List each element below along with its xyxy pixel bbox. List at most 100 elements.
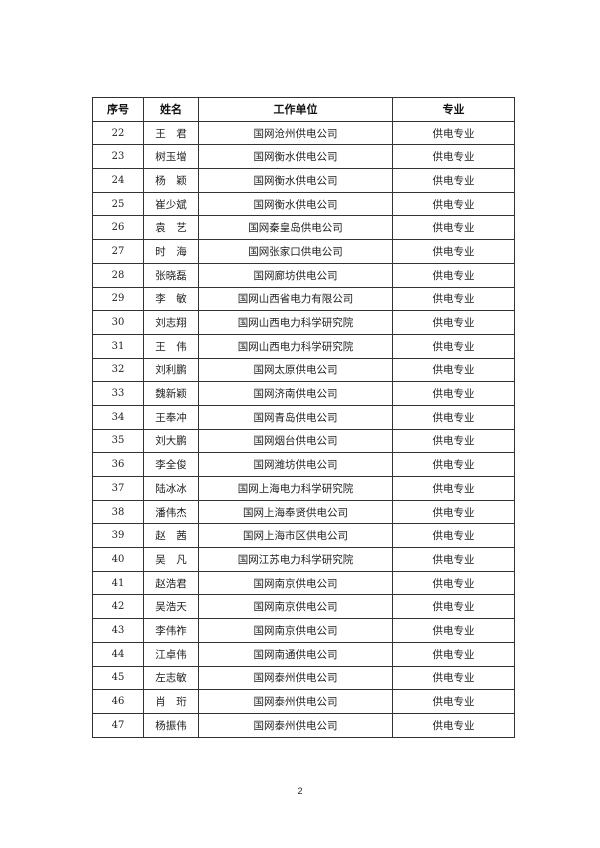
row-name: 李 敏 (143, 286, 199, 312)
row-name: 崔少斌 (143, 191, 199, 217)
row-specialty: 供电专业 (392, 144, 515, 170)
row-specialty: 供电专业 (392, 286, 515, 312)
table-row: 23 树玉增 国网衡水供电公司 供电专业 (92, 144, 515, 170)
row-employer: 国网上海奉贤供电公司 (198, 499, 393, 525)
table-row: 33 魏新颖 国网济南供电公司 供电专业 (92, 381, 515, 406)
row-name: 王奉冲 (143, 404, 199, 430)
row-specialty: 供电专业 (392, 168, 515, 193)
row-specialty: 供电专业 (392, 310, 515, 335)
row-name: 刘大鹏 (143, 428, 199, 454)
personnel-table: 序号 姓名 工作单位 专业 22 王 君国网沧州供电公司 供电专业 23 树玉增 国网衡水… (92, 97, 515, 738)
row-employer: 国网山西省电力有限公司 (198, 286, 393, 312)
row-index: 25 (92, 191, 144, 217)
row-specialty: 供电专业 (392, 215, 515, 241)
row-employer: 国网江苏电力科学研究院 (198, 547, 393, 572)
row-name: 杨 颖 (143, 168, 199, 193)
row-index: 44 (92, 641, 144, 667)
row-index: 24 (92, 168, 144, 193)
table-row: 42 吴浩天 国网南京供电公司 供电专业 (92, 594, 515, 620)
row-employer: 国网上海电力科学研究院 (198, 476, 393, 501)
row-employer: 国网衡水供电公司 (198, 191, 393, 217)
row-employer: 国网南京供电公司 (198, 570, 393, 596)
row-index: 27 (92, 239, 144, 264)
row-specialty: 供电专业 (392, 547, 515, 572)
table-row: 45 左志敏 国网泰州供电公司 供电专业 (92, 665, 515, 691)
row-index: 28 (92, 262, 144, 288)
row-index: 22 (92, 120, 144, 146)
row-employer: 国网青岛供电公司 (198, 404, 393, 430)
row-name: 李伟祚 (143, 618, 199, 643)
row-specialty: 供电专业 (392, 191, 515, 217)
row-index: 45 (92, 665, 144, 691)
row-name: 李全俊 (143, 452, 199, 477)
row-index: 39 (92, 523, 144, 549)
table-row: 27 时 海国网张家口供电公司 供电专业 (92, 239, 515, 264)
row-index: 35 (92, 428, 144, 454)
row-specialty: 供电专业 (392, 120, 515, 146)
row-index: 33 (92, 381, 144, 406)
row-specialty: 供电专业 (392, 476, 515, 501)
row-name: 树玉增 (143, 144, 199, 170)
table-row: 36 李全俊 国网潍坊供电公司 供电专业 (92, 452, 515, 477)
table-row: 22 王 君国网沧州供电公司 供电专业 (92, 120, 515, 146)
table-row: 31 王 伟国网山西电力科学研究院 供电专业 (92, 333, 515, 359)
row-index: 47 (92, 712, 144, 738)
table-row: 41 赵浩君 国网南京供电公司 供电专业 (92, 570, 515, 596)
row-index: 30 (92, 310, 144, 335)
row-employer: 国网张家口供电公司 (198, 239, 393, 264)
row-index: 41 (92, 570, 144, 596)
row-employer: 国网南通供电公司 (198, 641, 393, 667)
row-specialty: 供电专业 (392, 333, 515, 359)
row-index: 36 (92, 452, 144, 477)
header-index: 序号 (92, 97, 144, 122)
table-row: 26 袁 艺国网秦皇岛供电公司 供电专业 (92, 215, 515, 241)
row-name: 刘志翔 (143, 310, 199, 335)
row-name: 陆冰冰 (143, 476, 199, 501)
row-employer: 国网上海市区供电公司 (198, 523, 393, 549)
row-employer: 国网潍坊供电公司 (198, 452, 393, 477)
row-employer: 国网山西电力科学研究院 (198, 310, 393, 335)
row-specialty: 供电专业 (392, 618, 515, 643)
row-specialty: 供电专业 (392, 381, 515, 406)
row-index: 29 (92, 286, 144, 312)
table-row: 25 崔少斌 国网衡水供电公司 供电专业 (92, 191, 515, 217)
row-name: 王 君 (143, 120, 199, 146)
row-employer: 国网泰州供电公司 (198, 712, 393, 738)
row-specialty: 供电专业 (392, 499, 515, 525)
row-employer: 国网南京供电公司 (198, 594, 393, 620)
row-specialty: 供电专业 (392, 594, 515, 620)
row-index: 40 (92, 547, 144, 572)
row-specialty: 供电专业 (392, 665, 515, 691)
row-name: 吴浩天 (143, 594, 199, 620)
row-specialty: 供电专业 (392, 641, 515, 667)
row-specialty: 供电专业 (392, 570, 515, 596)
row-employer: 国网秦皇岛供电公司 (198, 215, 393, 241)
row-employer: 国网山西电力科学研究院 (198, 333, 393, 359)
table-row: 29 李 敏国网山西省电力有限公司 供电专业 (92, 286, 515, 312)
row-name: 左志敏 (143, 665, 199, 691)
row-specialty: 供电专业 (392, 239, 515, 264)
row-index: 34 (92, 404, 144, 430)
row-specialty: 供电专业 (392, 262, 515, 288)
row-employer: 国网济南供电公司 (198, 381, 393, 406)
table-row: 34 王奉冲 国网青岛供电公司 供电专业 (92, 404, 515, 430)
table-row: 40 吴 凡国网江苏电力科学研究院 供电专业 (92, 547, 515, 572)
row-specialty: 供电专业 (392, 689, 515, 714)
row-index: 32 (92, 357, 144, 383)
row-employer: 国网泰州供电公司 (198, 689, 393, 714)
row-employer: 国网太原供电公司 (198, 357, 393, 383)
row-specialty: 供电专业 (392, 523, 515, 549)
row-index: 43 (92, 618, 144, 643)
row-specialty: 供电专业 (392, 712, 515, 738)
header-specialty: 专业 (392, 97, 515, 122)
row-specialty: 供电专业 (392, 357, 515, 383)
row-name: 张晓磊 (143, 262, 199, 288)
row-name: 刘利鹏 (143, 357, 199, 383)
table-row: 28 张晓磊 国网廊坊供电公司 供电专业 (92, 262, 515, 288)
row-name: 赵浩君 (143, 570, 199, 596)
table-row: 39 赵 茜国网上海市区供电公司 供电专业 (92, 523, 515, 549)
row-name: 吴 凡 (143, 547, 199, 572)
row-employer: 国网烟台供电公司 (198, 428, 393, 454)
table-row: 37 陆冰冰 国网上海电力科学研究院 供电专业 (92, 476, 515, 501)
row-name: 赵 茜 (143, 523, 199, 549)
